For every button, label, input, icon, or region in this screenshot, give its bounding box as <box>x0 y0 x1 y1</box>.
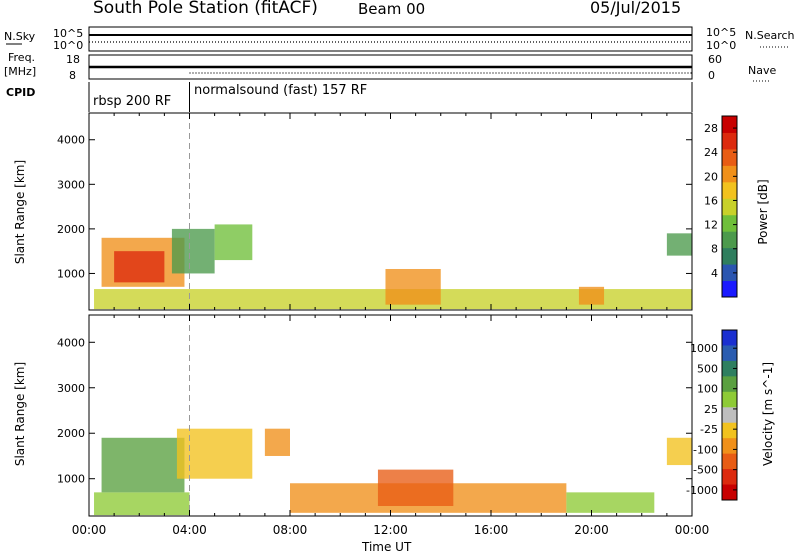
power-colorbar-cell <box>722 264 737 282</box>
power-colorbar-cell <box>722 198 737 216</box>
velocity-echo-region <box>101 437 185 493</box>
velocity-colorbar-cell <box>722 407 737 424</box>
freq-label: Freq. <box>8 51 36 64</box>
power-echo-region <box>666 233 692 256</box>
power-y-tick-label: 2000 <box>57 223 85 236</box>
nsky-label: N.Sky <box>4 30 36 43</box>
power-colorbar-cell <box>722 280 737 298</box>
power-echo-region <box>578 286 605 305</box>
freq-tick-bottom: 8 <box>69 69 76 82</box>
nave-tick-top: 60 <box>708 53 722 66</box>
freq-unit-label: [MHz] <box>4 65 37 78</box>
power-colorbar-cell <box>722 181 737 199</box>
power-colorbar-cell <box>722 148 737 166</box>
velocity-y-tick-label: 2000 <box>57 427 85 440</box>
velocity-echo-region <box>176 428 253 479</box>
x-tick-label: 00:00 <box>72 523 107 537</box>
velocity-colorbar-cell <box>722 360 737 377</box>
velocity-y-tick-label: 3000 <box>57 382 85 395</box>
velocity-colorbar-cell <box>722 422 737 439</box>
freq-tick-top: 18 <box>66 53 80 66</box>
nave-label: Nave <box>748 64 777 77</box>
power-colorbar-cell <box>722 116 737 133</box>
velocity-colorbar-cell <box>722 469 737 486</box>
velocity-y-tick-label: 4000 <box>57 336 85 349</box>
velocity-echo-region <box>666 437 692 466</box>
power-colorbar-tick-label: 28 <box>704 122 718 135</box>
power-colorbar-tick-label: 4 <box>711 267 718 280</box>
count-tick-right-top: 10^5 <box>706 26 737 39</box>
count-strip-frame <box>88 26 693 52</box>
nsearch-label: N.Search <box>745 29 795 42</box>
power-colorbar-tick-label: 8 <box>711 243 718 256</box>
velocity-colorbar-cell <box>722 345 737 362</box>
power-colorbar-tick-label: 12 <box>704 219 718 232</box>
velocity-echo-region <box>94 492 190 516</box>
velocity-colorbar-tick-label: -100 <box>693 443 718 456</box>
x-tick-label: 20:00 <box>574 523 609 537</box>
velocity-colorbar-tick-label: 25 <box>704 403 718 416</box>
count-tick-left-top: 10^5 <box>53 27 84 40</box>
velocity-colorbar-cell <box>722 484 737 501</box>
power-colorbar-tick-label: 16 <box>704 194 718 207</box>
velocity-colorbar-tick-label: 500 <box>697 362 718 375</box>
x-tick-label: 00:00 <box>675 523 710 537</box>
power-y-tick-label: 4000 <box>57 134 85 147</box>
velocity-colorbar-tick-label: 1000 <box>690 342 718 355</box>
velocity-colorbar-tick-label: -25 <box>700 423 718 436</box>
power-echo-region <box>171 228 215 274</box>
power-colorbar-cell <box>722 165 737 183</box>
power-colorbar-tick-label: 24 <box>704 146 718 159</box>
x-tick-label: 16:00 <box>474 523 509 537</box>
velocity-colorbar-tick-label: 100 <box>697 383 718 396</box>
power-y-tick-label: 3000 <box>57 178 85 191</box>
power-echo-region <box>214 224 253 261</box>
power-colorbar-cell <box>722 132 737 150</box>
power-colorbar-tick-label: 20 <box>704 170 718 183</box>
power-y-tick-label: 1000 <box>57 267 85 280</box>
station-title: South Pole Station (fitACF) <box>93 0 318 18</box>
nave-tick-bottom: 0 <box>708 69 715 82</box>
velocity-echo-region <box>566 492 655 513</box>
cpid-label: CPID <box>6 86 36 99</box>
velocity-colorbar-cell <box>722 376 737 393</box>
velocity-colorbar-frame <box>721 329 738 501</box>
power-colorbar-cell <box>722 247 737 265</box>
x-tick-label: 08:00 <box>273 523 308 537</box>
x-tick-label: 12:00 <box>373 523 408 537</box>
power-echo-region <box>385 268 441 305</box>
count-tick-left-bottom: 10^0 <box>53 39 84 52</box>
velocity-colorbar-tick-label: -1000 <box>686 484 718 497</box>
beam-label: Beam 00 <box>358 0 426 18</box>
date-label: 05/Jul/2015 <box>590 0 682 17</box>
x-tick-label: 04:00 <box>172 523 207 537</box>
x-axis-label: Time UT <box>362 540 412 554</box>
velocity-colorbar-cell <box>722 330 737 346</box>
cpid-segment-1: rbsp 200 RF <box>93 94 172 109</box>
velocity-y-tick-label: 1000 <box>57 473 85 486</box>
velocity-colorbar-tick-label: -500 <box>693 464 718 477</box>
velocity-echo-region <box>377 469 454 506</box>
power-colorbar-frame <box>721 115 738 298</box>
power-echo-region <box>114 251 165 283</box>
power-colorbar-cell <box>722 231 737 249</box>
velocity-colorbar-cell <box>722 438 737 455</box>
velocity-echo-region <box>264 428 290 456</box>
velocity-colorbar-cell <box>722 453 737 470</box>
count-tick-right-bottom: 10^0 <box>706 39 737 52</box>
velocity-colorbar-cell <box>722 391 737 408</box>
cpid-segment-2: normalsound (fast) 157 RF <box>194 83 368 98</box>
power-colorbar-cell <box>722 214 737 232</box>
